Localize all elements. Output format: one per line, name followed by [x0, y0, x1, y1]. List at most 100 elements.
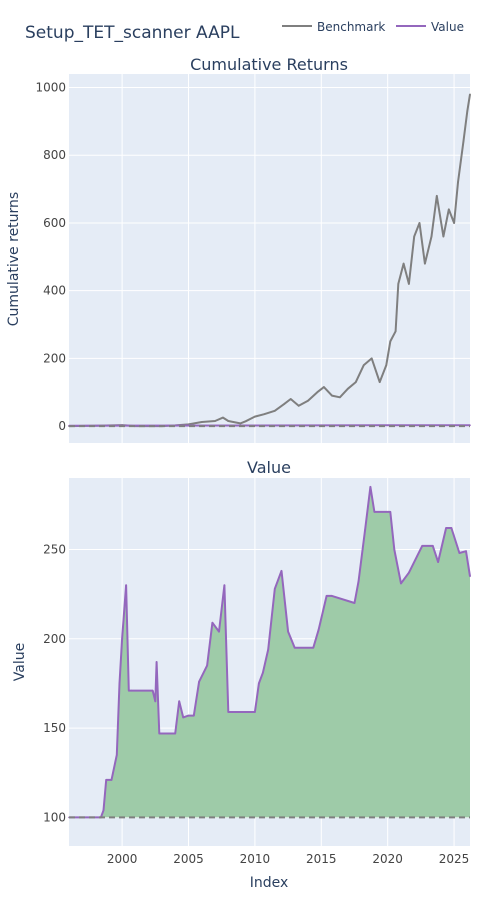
- data-point-benchmark: [201, 421, 203, 423]
- data-point-benchmark: [222, 416, 224, 419]
- y-tick-label: 250: [43, 542, 66, 556]
- data-point-benchmark: [355, 381, 357, 383]
- data-point-value: [312, 646, 315, 649]
- data-point-benchmark: [448, 208, 450, 211]
- value-x-ticks: 2000 2005 2010 2015 2020 2025: [107, 852, 470, 866]
- data-point-value: [158, 732, 161, 735]
- data-point-value: [193, 714, 195, 717]
- value-xlabel: Index: [250, 875, 289, 891]
- data-point-value: [469, 575, 471, 578]
- data-point-value: [445, 527, 447, 529]
- data-point-value: [128, 689, 130, 692]
- legend-item-benchmark[interactable]: Benchmark: [282, 20, 385, 34]
- data-point-value: [353, 602, 356, 604]
- data-point-benchmark: [289, 398, 292, 400]
- data-point-value: [121, 638, 123, 640]
- data-point-value: [458, 552, 461, 554]
- data-point-value: [280, 570, 283, 572]
- data-point-value: [369, 486, 372, 488]
- data-point-value: [174, 732, 176, 735]
- cumulative-returns-panel: Cumulative Returns 0 200 400 600 800 1000 Cum…: [6, 55, 471, 443]
- data-point-value: [105, 779, 107, 781]
- cumulative-returns-title: Cumulative Returns: [190, 55, 348, 74]
- x-tick-label: 2000: [107, 852, 138, 866]
- data-point-benchmark: [424, 262, 426, 265]
- figure-title: Setup_TET_scanner AAPL: [25, 23, 240, 43]
- x-tick-label: 2010: [240, 852, 271, 866]
- data-point-value: [178, 700, 180, 703]
- series-line-value: [69, 485, 471, 819]
- value-area-fill: [69, 486, 470, 818]
- data-point-benchmark: [394, 330, 397, 333]
- value-y-ticks: 100 150 200 250: [43, 542, 66, 824]
- data-point-benchmark: [244, 420, 247, 423]
- y-tick-label: 0: [58, 419, 66, 433]
- data-point-benchmark: [462, 140, 465, 143]
- cumulative-returns-y-ticks: 0 200 400 600 800 1000: [35, 81, 66, 434]
- data-point-value: [130, 689, 133, 692]
- y-tick-label: 600: [43, 216, 66, 230]
- data-point-benchmark: [316, 391, 319, 394]
- data-point-value: [262, 671, 264, 674]
- data-point-value: [218, 630, 220, 633]
- data-point-benchmark: [274, 410, 276, 412]
- value-ylabel: Value: [12, 643, 28, 681]
- data-point-benchmark: [453, 222, 455, 224]
- data-point-benchmark: [214, 420, 216, 422]
- data-point-value: [258, 682, 260, 685]
- data-point-value: [317, 629, 320, 631]
- data-point-value: [408, 571, 410, 574]
- data-point-value: [293, 646, 296, 649]
- data-point-benchmark: [370, 357, 373, 360]
- data-point-value: [167, 732, 170, 735]
- y-tick-label: 400: [43, 284, 66, 298]
- data-point-value: [206, 664, 208, 667]
- cumulative-returns-ylabel: Cumulative returns: [6, 192, 22, 326]
- data-point-benchmark: [297, 405, 300, 407]
- data-point-benchmark: [385, 364, 388, 366]
- data-point-benchmark: [418, 222, 421, 224]
- data-point-benchmark: [430, 235, 433, 238]
- y-tick-label: 200: [43, 351, 66, 365]
- data-point-value: [393, 548, 396, 551]
- data-point-benchmark: [363, 364, 365, 366]
- cumulative-returns-plot-area: [69, 74, 470, 443]
- data-point-value: [102, 809, 105, 812]
- y-tick-label: 800: [43, 148, 66, 162]
- data-point-benchmark: [339, 396, 341, 399]
- data-point-benchmark: [397, 283, 400, 285]
- y-tick-label: 100: [43, 810, 66, 824]
- data-point-value: [118, 682, 121, 685]
- data-point-benchmark: [466, 110, 469, 112]
- data-point-value: [416, 555, 418, 558]
- data-point-value: [155, 661, 158, 663]
- data-point-benchmark: [254, 415, 256, 418]
- data-point-value: [151, 689, 154, 692]
- data-point-value: [364, 529, 366, 531]
- legend-label-value: Value: [431, 20, 464, 34]
- data-point-benchmark: [469, 93, 471, 96]
- data-point-value: [325, 595, 328, 597]
- data-point-benchmark: [436, 195, 438, 197]
- data-point-value: [274, 588, 276, 590]
- data-point-value: [254, 711, 256, 713]
- legend-item-value[interactable]: Value: [396, 20, 464, 34]
- data-point-value: [211, 621, 214, 624]
- data-point-value: [450, 527, 453, 529]
- x-tick-label: 2015: [306, 852, 337, 866]
- data-point-value: [465, 550, 467, 552]
- data-point-value: [287, 630, 289, 633]
- data-point-value: [357, 580, 360, 583]
- data-point-value: [437, 561, 439, 563]
- data-point-value: [223, 584, 226, 586]
- data-point-benchmark: [457, 181, 459, 184]
- data-point-benchmark: [239, 422, 242, 425]
- y-tick-label: 1000: [35, 81, 66, 95]
- data-point-benchmark: [347, 388, 349, 390]
- data-point-value: [267, 648, 270, 651]
- data-point-value: [125, 584, 127, 586]
- data-point-benchmark: [378, 381, 381, 383]
- data-point-value: [421, 545, 424, 547]
